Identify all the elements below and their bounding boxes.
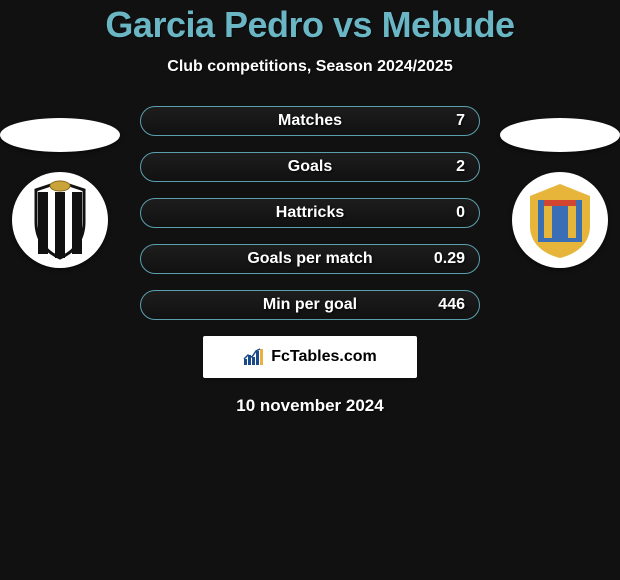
left-team-badge — [12, 172, 108, 268]
page-title: Garcia Pedro vs Mebude — [0, 4, 620, 46]
stat-value: 0.29 — [434, 250, 465, 268]
stat-value: 2 — [456, 158, 465, 176]
stat-row-hattricks: Hattricks 0 — [140, 198, 480, 228]
brand-text: FcTables.com — [271, 348, 377, 366]
stat-row-goals: Goals 2 — [140, 152, 480, 182]
stat-label: Goals — [288, 158, 332, 176]
stat-value: 0 — [456, 204, 465, 222]
right-ellipse — [500, 118, 620, 152]
stat-label: Min per goal — [263, 296, 357, 314]
stat-label: Hattricks — [276, 204, 344, 222]
left-ellipse — [0, 118, 120, 152]
stat-row-gpm: Goals per match 0.29 — [140, 244, 480, 274]
right-team-area — [500, 118, 620, 268]
subtitle: Club competitions, Season 2024/2025 — [0, 58, 620, 76]
brand-badge[interactable]: FcTables.com — [203, 336, 417, 378]
stats-list: Matches 7 Goals 2 Hattricks 0 Goals per … — [140, 106, 480, 320]
stat-label: Matches — [278, 112, 342, 130]
shield-icon — [24, 178, 96, 262]
stat-row-matches: Matches 7 — [140, 106, 480, 136]
right-team-badge — [512, 172, 608, 268]
stat-value: 7 — [456, 112, 465, 130]
bar-chart-icon — [243, 347, 267, 367]
stat-row-mpg: Min per goal 446 — [140, 290, 480, 320]
crest-icon — [518, 178, 602, 262]
left-team-area — [0, 118, 120, 268]
date-text: 10 november 2024 — [0, 396, 620, 416]
stat-value: 446 — [438, 296, 465, 314]
stat-label: Goals per match — [247, 250, 372, 268]
